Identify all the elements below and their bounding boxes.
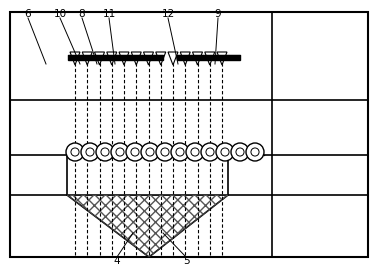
Circle shape [171,143,189,161]
Text: 5: 5 [183,256,189,266]
Circle shape [186,143,204,161]
Polygon shape [82,52,92,65]
Circle shape [96,143,114,161]
Circle shape [81,143,99,161]
Polygon shape [205,52,215,65]
Text: 9: 9 [215,9,221,19]
Polygon shape [144,52,153,65]
Circle shape [66,143,84,161]
Polygon shape [156,52,166,65]
Bar [177,55,240,60]
Circle shape [246,143,264,161]
Text: 8: 8 [79,9,85,19]
Bar [67,155,228,195]
Text: 4: 4 [114,256,120,266]
Polygon shape [94,52,104,65]
Polygon shape [119,52,129,65]
Circle shape [201,143,219,161]
Text: 10: 10 [53,9,67,19]
Circle shape [141,143,159,161]
Circle shape [231,143,249,161]
Circle shape [156,143,174,161]
Circle shape [126,143,144,161]
Polygon shape [70,52,80,65]
Polygon shape [67,195,228,257]
Text: 12: 12 [161,9,175,19]
Bar [68,55,163,60]
Polygon shape [217,52,227,65]
Text: 11: 11 [102,9,116,19]
Circle shape [216,143,234,161]
Polygon shape [180,52,190,65]
Polygon shape [131,52,141,65]
Circle shape [111,143,129,161]
Text: 6: 6 [25,9,31,19]
Polygon shape [107,52,117,65]
Polygon shape [192,52,203,65]
Polygon shape [168,52,178,65]
